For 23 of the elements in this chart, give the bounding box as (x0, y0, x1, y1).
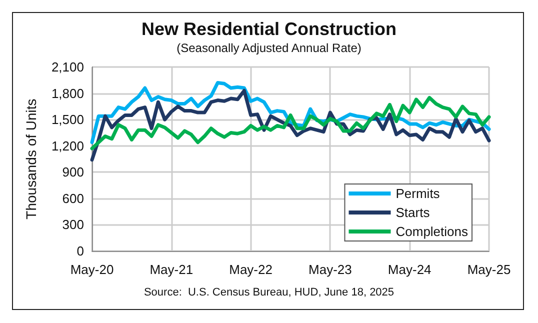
y-tick-label: 1,800 (51, 86, 84, 101)
source-note: Source: U.S. Census Bureau, HUD, June 18, 2025 (144, 286, 394, 298)
y-tick-label: 2,100 (51, 60, 84, 74)
x-tick-label: May-20 (70, 262, 114, 277)
chart-title: New Residential Construction (141, 19, 397, 39)
line-series (90, 88, 491, 162)
x-tick-label: May-24 (388, 262, 432, 277)
y-tick-label: 0 (76, 244, 84, 258)
y-tick-label: 900 (62, 164, 84, 180)
x-tick-label: May-21 (150, 262, 194, 277)
legend-label: Starts (396, 205, 430, 220)
chart-subtitle: (Seasonally Adjusted Annual Rate) (176, 41, 362, 55)
y-tick-label: 1,200 (51, 138, 84, 154)
legend-label: Permits (396, 186, 440, 201)
x-tick-label: May-23 (308, 262, 352, 277)
y-tick-label: 1,500 (51, 112, 84, 128)
y-tick-label: 300 (62, 217, 84, 232)
x-tick-label: May-22 (229, 262, 272, 277)
x-tick-label: May-25 (467, 262, 511, 277)
y-tick-label: 600 (62, 190, 84, 206)
legend-label: Completions (396, 224, 468, 239)
line-series (90, 96, 491, 150)
y-axis-title: Thousands of Units (23, 98, 39, 220)
